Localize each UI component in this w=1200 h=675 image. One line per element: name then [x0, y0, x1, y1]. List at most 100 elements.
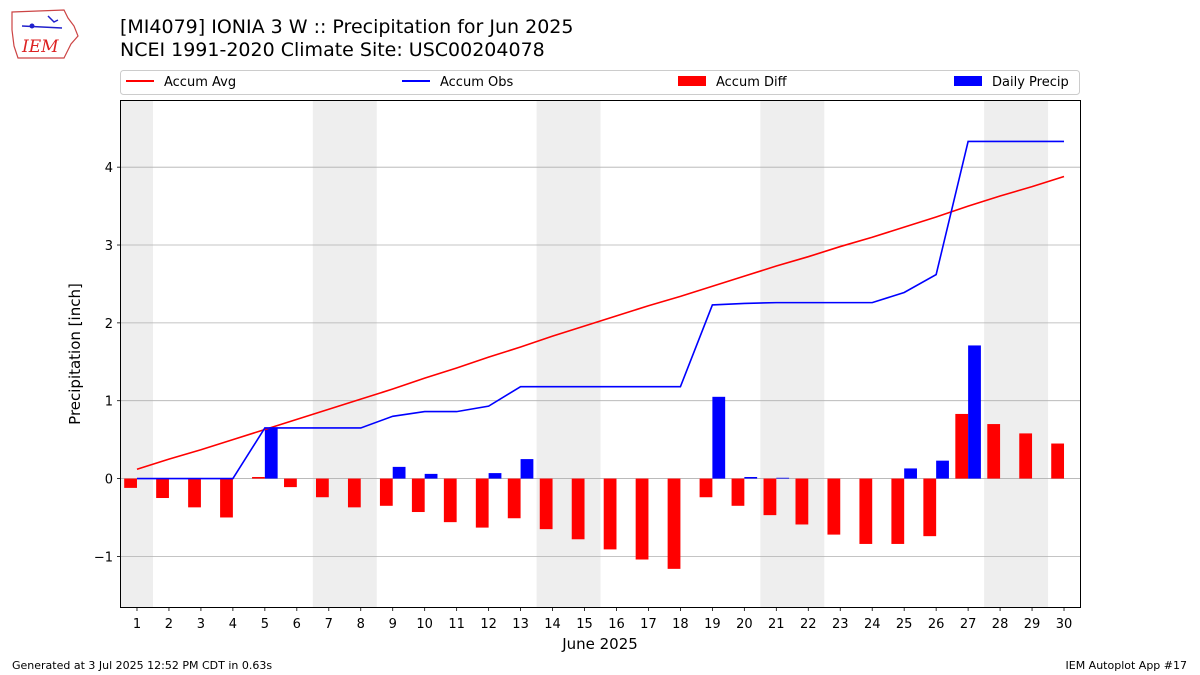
x-tick-label-21: 21: [768, 617, 785, 632]
x-tick-label-24: 24: [864, 617, 881, 632]
daily-precip-bar-20: [744, 476, 758, 479]
iowa-outline-icon: [11, 9, 79, 59]
weekend-shade-4: [984, 101, 1049, 607]
accum-diff-bar-2: [156, 478, 169, 499]
accum-diff-bar-16: [603, 478, 617, 550]
accum-diff-bar-24: [859, 478, 873, 544]
weekend-shade-2: [536, 101, 601, 607]
x-tick-label-14: 14: [544, 617, 561, 632]
chart-title: [MI4079] IONIA 3 W :: Precipitation for …: [120, 16, 573, 62]
bars: [124, 345, 1065, 569]
legend-swatch-accum-diff: [678, 76, 706, 86]
accum-diff-bar-27: [955, 413, 969, 479]
x-tick-label-27: 27: [960, 617, 977, 632]
accum-avg-line: [136, 175, 1065, 470]
daily-precip-bar-25: [904, 468, 917, 479]
accum-diff-bar-17: [635, 478, 649, 560]
y-tick-label-3: 3: [105, 239, 113, 254]
x-axis-label: June 2025: [561, 635, 638, 653]
plot-frame: [120, 100, 1081, 608]
accum-diff-bar-30: [1051, 443, 1065, 479]
accum-diff-bar-29: [1019, 433, 1033, 479]
x-tick-label-17: 17: [640, 617, 657, 632]
accum-diff-bar-4: [220, 478, 233, 518]
accum-diff-bar-28: [987, 424, 1001, 479]
daily-precip-bar-27: [968, 345, 981, 479]
y-tick-label-2: 2: [105, 317, 113, 332]
accum-diff-bar-1: [124, 478, 137, 488]
footer-app: IEM Autoplot App #17: [1065, 659, 1188, 672]
weekend-shade-0: [121, 101, 153, 607]
logo-text: IEM: [21, 37, 59, 57]
x-tick-label-23: 23: [832, 617, 849, 632]
x-tick-label-19: 19: [704, 617, 721, 632]
chart-title-line1: [MI4079] IONIA 3 W :: Precipitation for …: [120, 16, 574, 38]
daily-precip-bar-5: [264, 427, 278, 479]
accum-diff-bar-9: [379, 478, 393, 506]
weather-instrument-icon: [21, 25, 63, 29]
accum-diff-bar-20: [731, 478, 745, 506]
accum-diff-bar-12: [475, 478, 489, 528]
accum-diff-bar-25: [891, 478, 905, 544]
lines: [136, 140, 1065, 480]
accum-diff-bar-5: [252, 476, 265, 479]
gridlines: [121, 166, 1080, 557]
x-ticks: 1 2 3 4 5 6 7 8 9 10 11 12 13 14 15 16 17 18 19 20 21 22 23 24 2…: [133, 607, 1072, 632]
legend: Accum Avg Accum Obs Accum Diff Daily Precip: [120, 70, 1080, 95]
daily-precip-bar-13: [520, 459, 534, 479]
legend-label-daily-precip: Daily Precip: [992, 75, 1069, 90]
legend-swatch-daily-precip: [954, 76, 982, 86]
x-tick-label-29: 29: [1024, 617, 1041, 632]
accum-diff-bar-13: [507, 478, 521, 519]
weekend-shading: [121, 101, 1049, 607]
daily-precip-bar-26: [936, 460, 949, 479]
x-tick-label-5: 5: [261, 617, 269, 632]
accum-diff-bar-19: [699, 478, 713, 498]
x-tick-label-3: 3: [197, 617, 205, 632]
x-tick-label-12: 12: [480, 617, 497, 632]
y-axis-label: Precipitation [inch]: [66, 283, 84, 425]
accum-diff-bar-3: [188, 478, 201, 508]
y-tick-label--1: −1: [94, 550, 113, 565]
accum-diff-bar-21: [763, 478, 777, 516]
weekend-shade-3: [760, 101, 825, 607]
accum-diff-bar-22: [795, 478, 809, 525]
x-tick-label-9: 9: [389, 617, 397, 632]
legend-label-accum-avg: Accum Avg: [164, 75, 236, 90]
x-tick-label-6: 6: [293, 617, 301, 632]
x-tick-label-28: 28: [992, 617, 1009, 632]
accum-diff-bar-15: [571, 478, 585, 540]
x-tick-label-30: 30: [1056, 617, 1073, 632]
x-tick-label-25: 25: [896, 617, 913, 632]
x-tick-label-26: 26: [928, 617, 945, 632]
y-tick-label-1: 1: [105, 395, 113, 410]
x-tick-label-8: 8: [357, 617, 365, 632]
x-tick-label-15: 15: [576, 617, 593, 632]
daily-precip-bar-19: [712, 396, 726, 479]
accum-diff-bar-18: [667, 478, 681, 569]
footer-generated: Generated at 3 Jul 2025 12:52 PM CDT in …: [12, 659, 273, 672]
y-tick-label-4: 4: [105, 161, 113, 176]
daily-precip-bar-21: [776, 477, 790, 479]
x-tick-label-13: 13: [512, 617, 529, 632]
y-ticks: −1 0 1 2 3 4: [94, 161, 121, 565]
daily-precip-bar-9: [392, 466, 406, 479]
iem-logo: IEM: [11, 9, 79, 59]
accum-diff-bar-23: [827, 478, 841, 535]
accum-diff-bar-10: [411, 478, 425, 513]
accum-diff-bar-11: [443, 478, 457, 523]
accum-diff-bar-7: [315, 478, 329, 498]
weekend-shade-1: [312, 101, 377, 607]
x-tick-label-7: 7: [325, 617, 333, 632]
chart-title-line2: NCEI 1991-2020 Climate Site: USC00204078: [120, 39, 545, 61]
accum-diff-bar-14: [539, 478, 553, 530]
x-tick-label-22: 22: [800, 617, 817, 632]
accum-diff-bar-6: [284, 478, 297, 488]
daily-precip-bar-12: [488, 473, 502, 479]
legend-label-accum-obs: Accum Obs: [440, 75, 513, 90]
x-tick-label-2: 2: [165, 617, 173, 632]
accum-diff-bar-26: [923, 478, 937, 537]
legend-label-accum-diff: Accum Diff: [716, 75, 788, 90]
x-tick-label-1: 1: [133, 617, 141, 632]
